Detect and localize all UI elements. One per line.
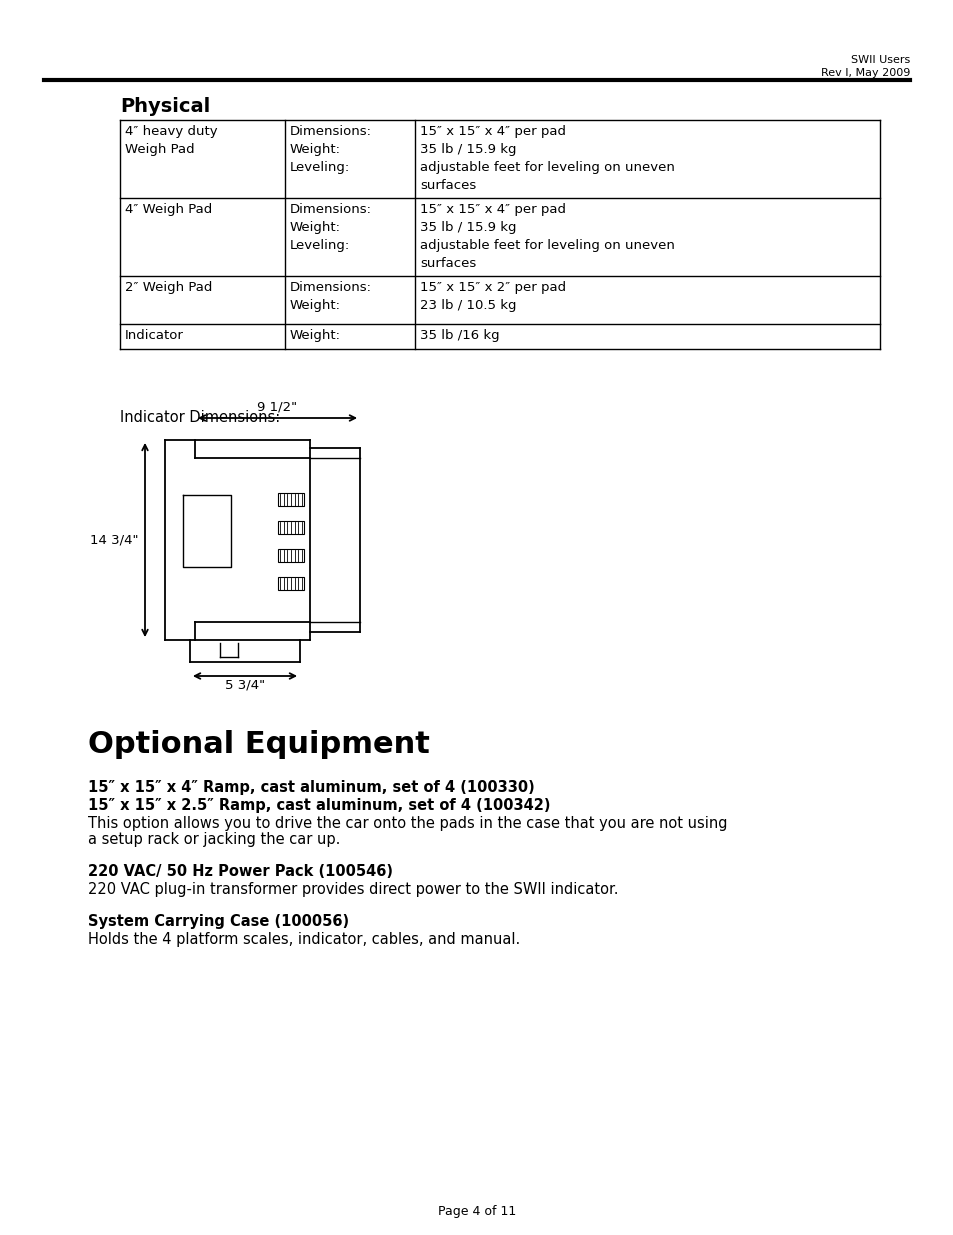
Text: Indicator: Indicator (125, 329, 184, 342)
Text: a setup rack or jacking the car up.: a setup rack or jacking the car up. (88, 832, 340, 847)
Text: 14 3/4": 14 3/4" (91, 534, 139, 547)
Text: 15″ x 15″ x 4″ per pad
35 lb / 15.9 kg
adjustable feet for leveling on uneven
su: 15″ x 15″ x 4″ per pad 35 lb / 15.9 kg a… (419, 203, 674, 270)
Bar (277, 493, 304, 506)
Text: Indicator Dimensions:: Indicator Dimensions: (120, 410, 280, 425)
Text: Page 4 of 11: Page 4 of 11 (437, 1205, 516, 1218)
Text: SWII Users: SWII Users (850, 56, 909, 65)
Text: 220 VAC plug-in transformer provides direct power to the SWII indicator.: 220 VAC plug-in transformer provides dir… (88, 882, 618, 897)
Text: This option allows you to drive the car onto the pads in the case that you are n: This option allows you to drive the car … (88, 816, 727, 831)
Text: 15″ x 15″ x 2″ per pad
23 lb / 10.5 kg: 15″ x 15″ x 2″ per pad 23 lb / 10.5 kg (419, 282, 565, 312)
Bar (277, 521, 304, 534)
Text: Optional Equipment: Optional Equipment (88, 730, 430, 760)
Text: 4″ heavy duty
Weigh Pad: 4″ heavy duty Weigh Pad (125, 125, 217, 156)
Text: Rev I, May 2009: Rev I, May 2009 (820, 68, 909, 78)
Text: 4″ Weigh Pad: 4″ Weigh Pad (125, 203, 212, 216)
Bar (277, 577, 304, 590)
Text: Weight:: Weight: (290, 329, 340, 342)
Text: Dimensions:
Weight:
Leveling:: Dimensions: Weight: Leveling: (290, 203, 372, 252)
Bar (277, 550, 304, 562)
Text: Dimensions:
Weight:: Dimensions: Weight: (290, 282, 372, 312)
Text: 9 1/2": 9 1/2" (257, 401, 297, 414)
Text: Holds the 4 platform scales, indicator, cables, and manual.: Holds the 4 platform scales, indicator, … (88, 932, 519, 947)
Text: Physical: Physical (120, 98, 210, 116)
Text: 35 lb /16 kg: 35 lb /16 kg (419, 329, 499, 342)
Text: 5 3/4": 5 3/4" (225, 679, 265, 692)
Text: 15″ x 15″ x 4″ per pad
35 lb / 15.9 kg
adjustable feet for leveling on uneven
su: 15″ x 15″ x 4″ per pad 35 lb / 15.9 kg a… (419, 125, 674, 191)
Text: 2″ Weigh Pad: 2″ Weigh Pad (125, 282, 213, 294)
Text: Dimensions:
Weight:
Leveling:: Dimensions: Weight: Leveling: (290, 125, 372, 174)
Text: 15″ x 15″ x 2.5″ Ramp, cast aluminum, set of 4 (100342): 15″ x 15″ x 2.5″ Ramp, cast aluminum, se… (88, 798, 550, 813)
Text: System Carrying Case (100056): System Carrying Case (100056) (88, 914, 349, 929)
Text: 15″ x 15″ x 4″ Ramp, cast aluminum, set of 4 (100330): 15″ x 15″ x 4″ Ramp, cast aluminum, set … (88, 781, 535, 795)
Text: 220 VAC/ 50 Hz Power Pack (100546): 220 VAC/ 50 Hz Power Pack (100546) (88, 864, 393, 879)
